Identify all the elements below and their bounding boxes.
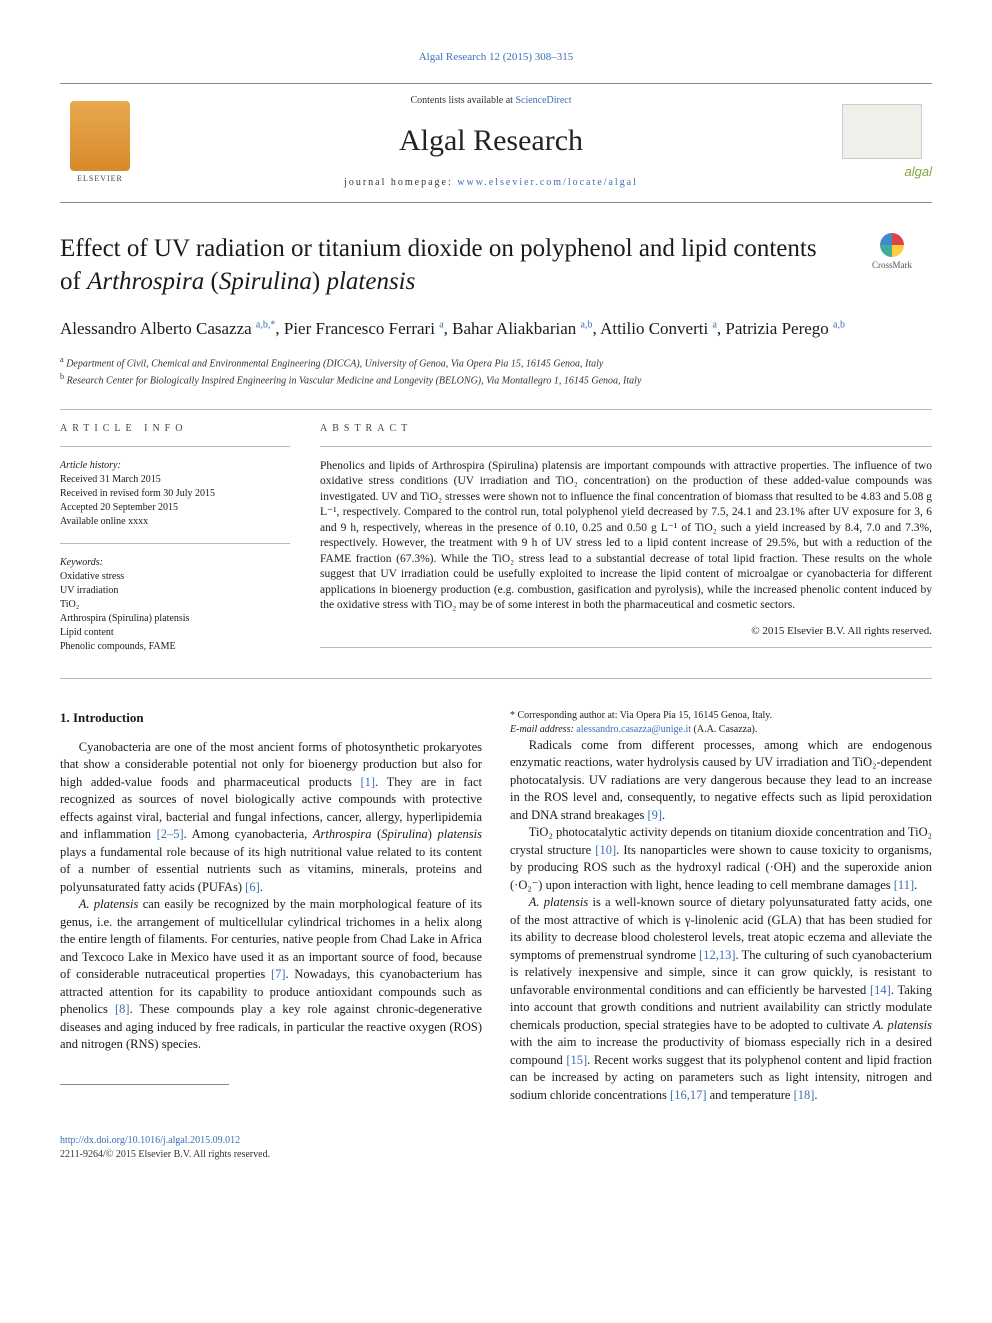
elsevier-logo: ELSEVIER	[60, 101, 140, 184]
paragraph: Cyanobacteria are one of the most ancien…	[60, 739, 482, 897]
sciencedirect-link[interactable]: ScienceDirect	[515, 95, 571, 106]
affiliation-sup: a	[60, 355, 64, 364]
author-aff: a	[439, 320, 443, 331]
title-paren2: )	[312, 268, 327, 295]
affiliation: b Research Center for Biologically Inspi…	[60, 371, 932, 388]
body-text: 1. Introduction Cyanobacteria are one of…	[60, 709, 932, 1105]
history-line: Received in revised form 30 July 2015	[60, 487, 290, 501]
elsevier-label: ELSEVIER	[60, 173, 140, 184]
journal-reference: Algal Research 12 (2015) 308–315	[60, 50, 932, 65]
paragraph: Radicals come from different processes, …	[510, 737, 932, 825]
authors: Alessandro Alberto Casazza a,b,*, Pier F…	[60, 316, 932, 342]
author: Bahar Aliakbarian a,b	[452, 319, 592, 338]
citation[interactable]: [11]	[894, 878, 914, 892]
paragraph: A. platensis can easily be recognized by…	[60, 896, 482, 1054]
author: Alessandro Alberto Casazza a,b,*	[60, 319, 275, 338]
issn-copyright: 2211-9264/© 2015 Elsevier B.V. All right…	[60, 1148, 932, 1162]
article-info-label: ARTICLE INFO	[60, 422, 290, 436]
affiliation-sup: b	[60, 372, 64, 381]
intro-heading: 1. Introduction	[60, 709, 482, 727]
author: Attilio Converti a	[600, 319, 717, 338]
citation[interactable]: [8]	[115, 1002, 130, 1016]
title-species-1: Arthrospira	[87, 268, 204, 295]
footnote-separator	[60, 1084, 229, 1085]
journal-cover: algal	[842, 104, 932, 181]
email-label: E-mail address:	[510, 724, 574, 735]
citation[interactable]: [14]	[870, 983, 891, 997]
citation[interactable]: [18]	[794, 1088, 815, 1102]
citation[interactable]: [16,17]	[670, 1088, 706, 1102]
journal-name: Algal Research	[140, 120, 842, 162]
author-name: Attilio Converti	[600, 319, 708, 338]
journal-cover-icon	[842, 104, 922, 159]
doi-link[interactable]: http://dx.doi.org/10.1016/j.algal.2015.0…	[60, 1134, 932, 1148]
title-paren1: (	[204, 268, 219, 295]
citation[interactable]: [10]	[595, 843, 616, 857]
citation[interactable]: [1]	[360, 775, 375, 789]
page-footer: http://dx.doi.org/10.1016/j.algal.2015.0…	[60, 1134, 932, 1162]
author-name: Bahar Aliakbarian	[452, 319, 576, 338]
author-aff: a,b	[581, 320, 593, 331]
citation[interactable]: [6]	[245, 880, 260, 894]
author-name: Pier Francesco Ferrari	[284, 319, 435, 338]
citation[interactable]: [2–5]	[157, 827, 184, 841]
paragraph: A. platensis is a well-known source of d…	[510, 894, 932, 1104]
keyword: UV irradiation	[60, 584, 290, 598]
keyword: Lipid content	[60, 626, 290, 640]
abstract-copyright: © 2015 Elsevier B.V. All rights reserved…	[320, 624, 932, 639]
author-aff: a,b,*	[256, 320, 275, 331]
history-line: Accepted 20 September 2015	[60, 501, 290, 515]
email-link[interactable]: alessandro.casazza@unige.it	[576, 724, 691, 735]
contents-line: Contents lists available at ScienceDirec…	[140, 94, 842, 108]
affiliation: a Department of Civil, Chemical and Envi…	[60, 354, 932, 371]
author: Patrizia Perego a,b	[725, 319, 845, 338]
journal-homepage: journal homepage: www.elsevier.com/locat…	[140, 176, 842, 190]
citation[interactable]: [7]	[271, 967, 286, 981]
title-species-3: platensis	[326, 268, 415, 295]
article-history: Article history: Received 31 March 2015 …	[60, 459, 290, 529]
affiliations: a Department of Civil, Chemical and Envi…	[60, 354, 932, 389]
email-tail: (A.A. Casazza).	[691, 724, 757, 735]
history-head: Article history:	[60, 459, 290, 473]
author-name: Alessandro Alberto Casazza	[60, 319, 252, 338]
author-aff: a	[712, 320, 716, 331]
history-line: Available online xxxx	[60, 515, 290, 529]
citation[interactable]: [9]	[647, 808, 662, 822]
crossmark[interactable]: CrossMark	[852, 233, 932, 272]
abstract-label: ABSTRACT	[320, 422, 932, 436]
journal-cover-text: algal	[842, 163, 932, 181]
affiliation-text: Department of Civil, Chemical and Enviro…	[66, 358, 603, 369]
author-aff: a,b	[833, 320, 845, 331]
journal-header: ELSEVIER Contents lists available at Sci…	[60, 83, 932, 203]
crossmark-label: CrossMark	[852, 259, 932, 272]
history-line: Received 31 March 2015	[60, 473, 290, 487]
citation[interactable]: [15]	[566, 1053, 587, 1067]
keywords-block: Keywords: Oxidative stress UV irradiatio…	[60, 556, 290, 654]
author: Pier Francesco Ferrari a	[284, 319, 444, 338]
elsevier-tree-icon	[70, 101, 130, 171]
keyword: Phenolic compounds, FAME	[60, 640, 290, 654]
corresponding-author: * Corresponding author at: Via Opera Pia…	[510, 709, 932, 723]
contents-prefix: Contents lists available at	[410, 95, 515, 106]
homepage-link[interactable]: www.elsevier.com/locate/algal	[457, 177, 638, 188]
keywords-head: Keywords:	[60, 556, 290, 570]
keyword: TiO₂	[60, 598, 290, 612]
affiliation-text: Research Center for Biologically Inspire…	[67, 376, 642, 387]
citation[interactable]: [12,13]	[699, 948, 735, 962]
homepage-prefix: journal homepage:	[344, 177, 457, 188]
crossmark-icon	[880, 233, 904, 257]
abstract-text: Phenolics and lipids of Arthrospira (Spi…	[320, 459, 932, 614]
paragraph: TiO₂ photocatalytic activity depends on …	[510, 824, 932, 894]
footnote: * Corresponding author at: Via Opera Pia…	[510, 709, 932, 737]
keyword: Arthrospira (Spirulina) platensis	[60, 612, 290, 626]
keyword: Oxidative stress	[60, 570, 290, 584]
article-title: Effect of UV radiation or titanium dioxi…	[60, 233, 832, 298]
author-name: Patrizia Perego	[725, 319, 828, 338]
article-info-column: ARTICLE INFO Article history: Received 3…	[60, 422, 290, 668]
title-species-2: Spirulina	[219, 268, 312, 295]
abstract-column: ABSTRACT Phenolics and lipids of Arthros…	[320, 422, 932, 668]
